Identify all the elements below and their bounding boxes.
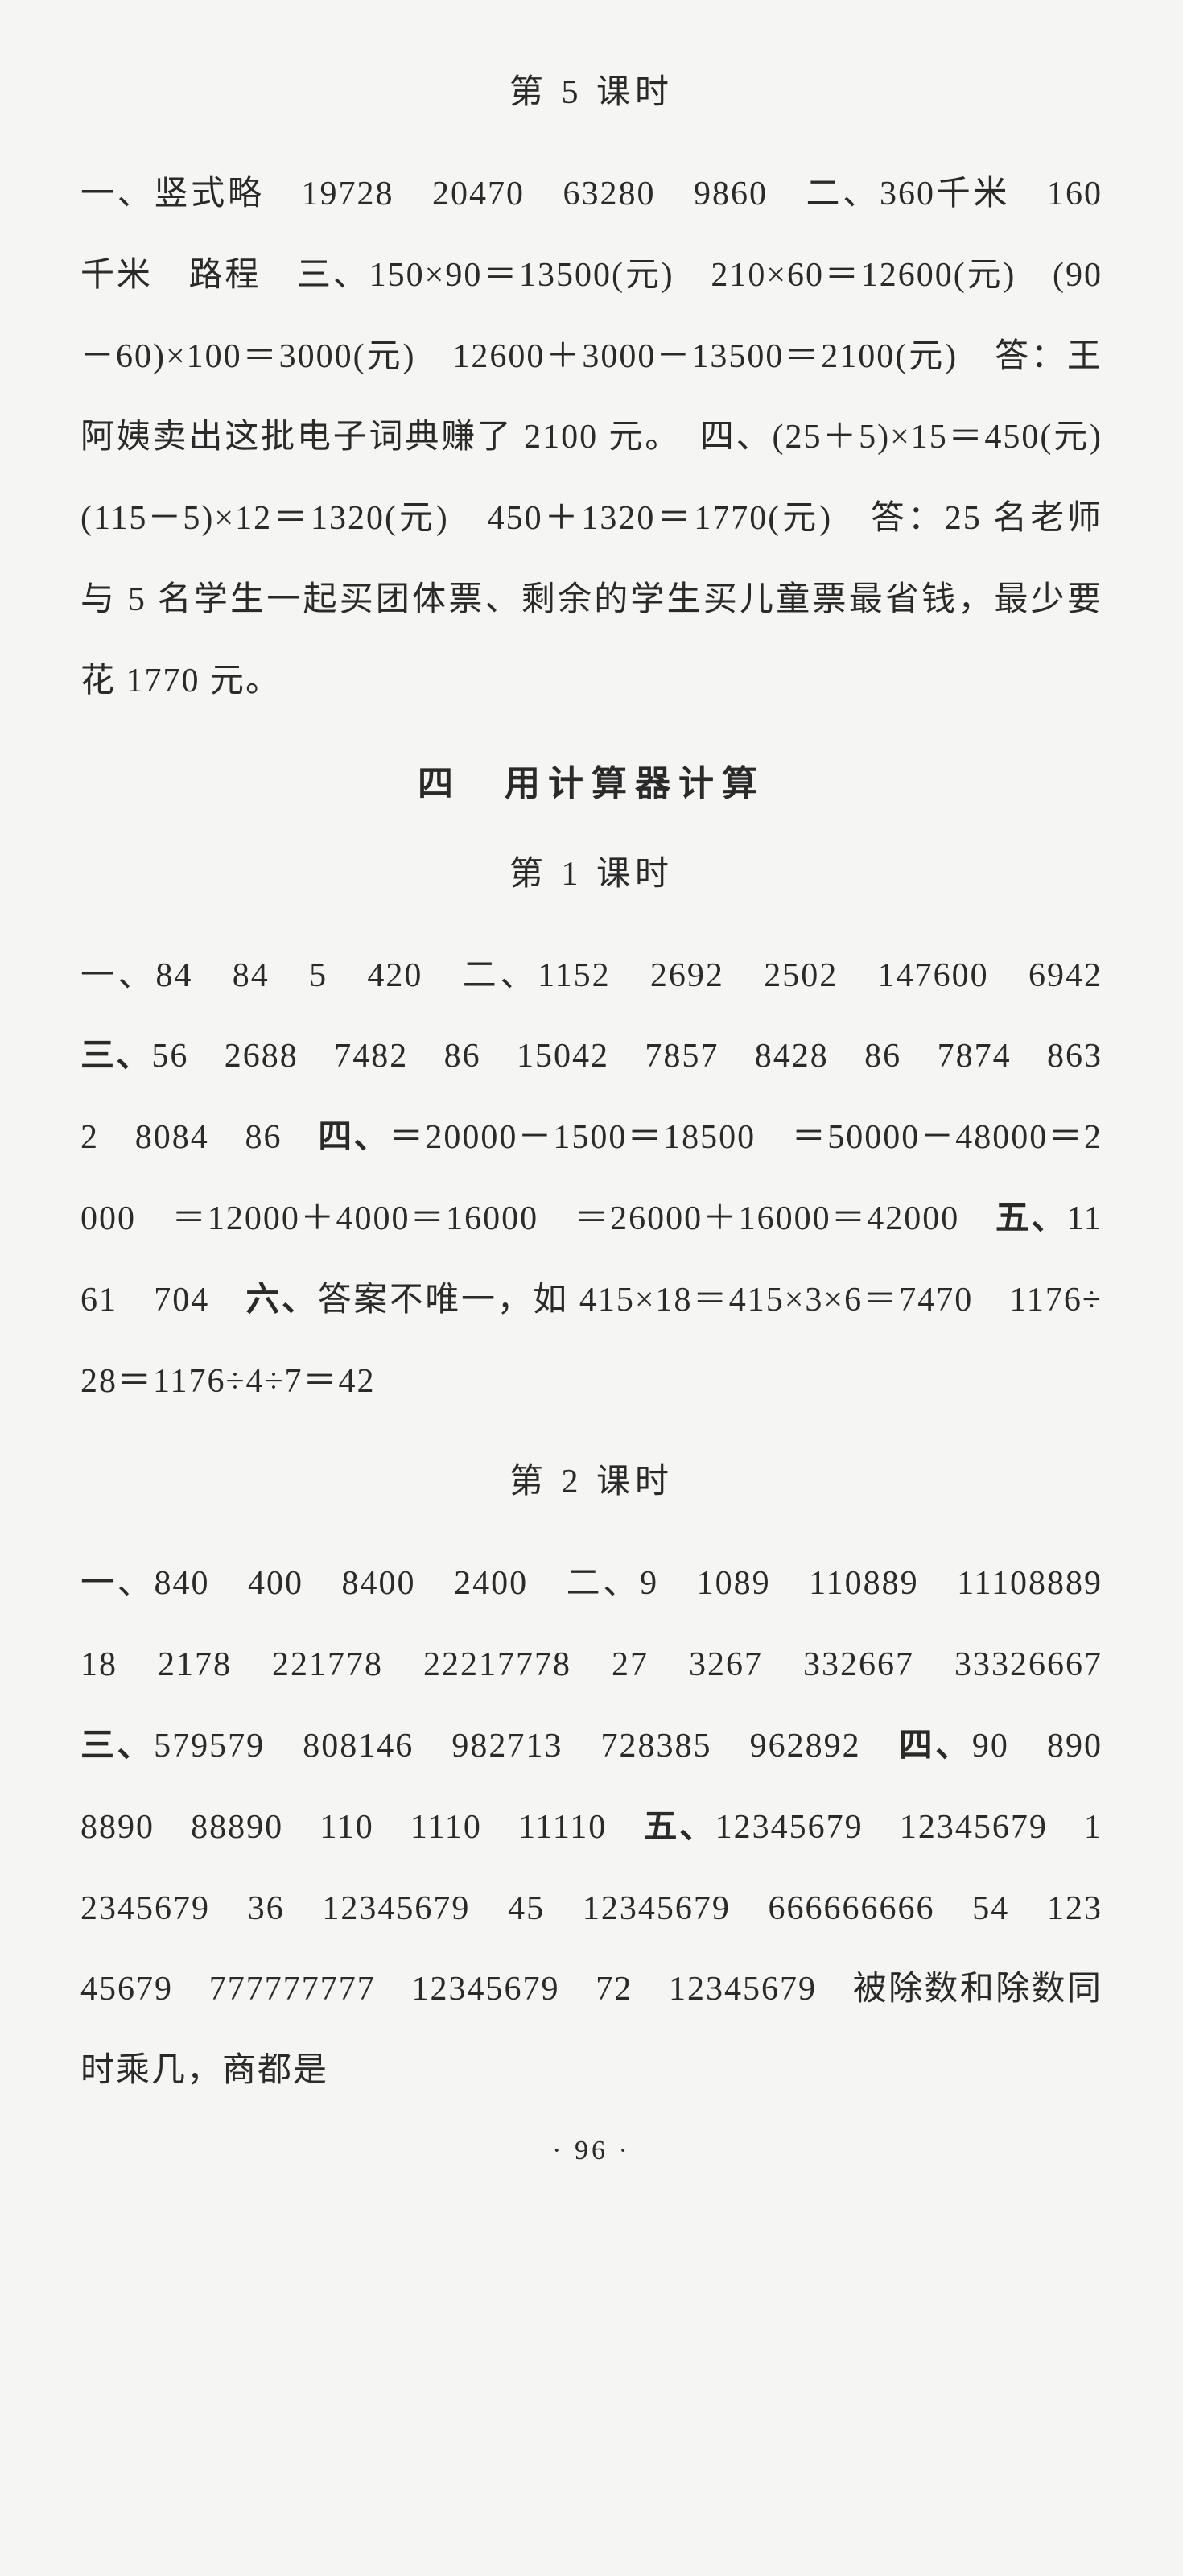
- lesson2-part2: 579579 808146 982713 728385 962892: [154, 1728, 899, 1765]
- lesson2-label-wu: 五、: [643, 1809, 715, 1846]
- lesson1-label-wu: 五、: [995, 1200, 1067, 1237]
- lesson2-label-si: 四、: [899, 1728, 972, 1765]
- lesson1-title: 第 1 课时: [80, 846, 1103, 895]
- lesson2-part1: 一、840 400 8400 2400 二、9 1089 110889 1110…: [80, 1565, 1138, 1683]
- lesson1-label-san: 三、: [80, 1038, 151, 1075]
- page-container: 第 5 课时 一、竖式略 19728 20470 63280 9860 二、36…: [80, 64, 1103, 2166]
- lesson5-title: 第 5 课时: [80, 64, 1103, 114]
- page-number: · 96 ·: [80, 2136, 1103, 2166]
- lesson1-label-liu: 六、: [245, 1282, 317, 1319]
- lesson2-label-san: 三、: [80, 1728, 154, 1765]
- lesson1-content: 一、84 84 5 420 二、1152 2692 2502 147600 69…: [80, 935, 1103, 1422]
- lesson2-part4: 12345679 12345679 12345679 36 12345679 4…: [80, 1809, 1103, 2089]
- lesson1-part1: 一、84 84 5 420 二、1152 2692 2502 147600 69…: [80, 957, 1138, 994]
- lesson2-title: 第 2 课时: [80, 1454, 1103, 1503]
- lesson5-content: 一、竖式略 19728 20470 63280 9860 二、360千米 160…: [80, 154, 1103, 722]
- lesson2-content: 一、840 400 8400 2400 二、9 1089 110889 1110…: [80, 1543, 1103, 2112]
- lesson1-label-si: 四、: [318, 1119, 390, 1156]
- chapter4-title: 四 用计算器计算: [80, 754, 1103, 806]
